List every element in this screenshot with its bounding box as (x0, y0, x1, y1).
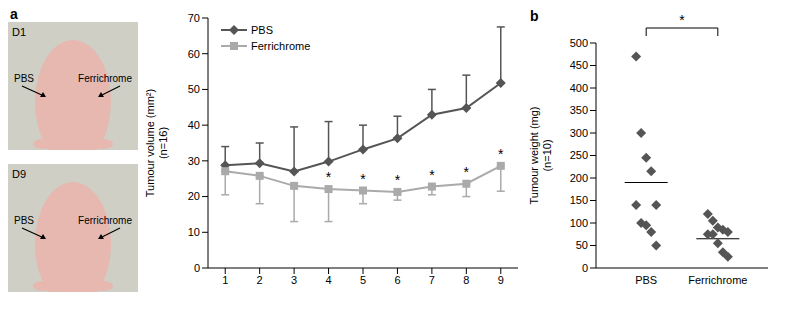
svg-text:D1: D1 (12, 26, 26, 38)
html-text:PBS: PBS (251, 24, 273, 36)
svg-text:6: 6 (394, 274, 400, 286)
svg-text:*: * (326, 169, 332, 185)
svg-text:9: 9 (498, 274, 504, 286)
svg-text:D9: D9 (12, 168, 26, 180)
svg-text:450: 450 (570, 59, 588, 71)
html-text:Ferrichrome: Ferrichrome (251, 40, 311, 52)
svg-text:PBS: PBS (14, 73, 34, 84)
svg-text:2: 2 (257, 274, 263, 286)
svg-text:400: 400 (570, 82, 588, 94)
svg-text:*: * (395, 172, 401, 188)
svg-text:10: 10 (188, 226, 200, 238)
html-text:b: b (530, 8, 539, 24)
svg-text:3: 3 (291, 274, 297, 286)
svg-text:*: * (429, 167, 435, 183)
svg-text:150: 150 (570, 194, 588, 206)
svg-text:250: 250 (570, 149, 588, 161)
svg-text:(n=10): (n=10) (541, 139, 553, 171)
svg-text:*: * (464, 164, 470, 180)
svg-text:200: 200 (570, 172, 588, 184)
svg-text:1: 1 (222, 274, 228, 286)
svg-text:Ferrichrome: Ferrichrome (688, 274, 747, 286)
html-text:a: a (10, 6, 18, 22)
svg-text:8: 8 (463, 274, 469, 286)
svg-text:5: 5 (360, 274, 366, 286)
svg-text:4: 4 (325, 274, 331, 286)
svg-text:50: 50 (188, 83, 200, 95)
svg-text:Ferrichrome: Ferrichrome (78, 215, 132, 226)
svg-text:0: 0 (582, 262, 588, 274)
svg-text:*: * (360, 171, 366, 187)
svg-text:PBS: PBS (635, 274, 657, 286)
svg-text:500: 500 (570, 37, 588, 49)
svg-text:Tumour volume (mm²): Tumour volume (mm²) (144, 89, 156, 197)
svg-text:*: * (498, 146, 504, 162)
svg-text:*: * (679, 12, 685, 28)
svg-text:20: 20 (188, 190, 200, 202)
svg-text:(n=16): (n=16) (157, 127, 169, 159)
svg-text:50: 50 (576, 239, 588, 251)
svg-text:350: 350 (570, 104, 588, 116)
svg-text:7: 7 (429, 274, 435, 286)
svg-text:30: 30 (188, 155, 200, 167)
svg-text:70: 70 (188, 12, 200, 24)
svg-text:0: 0 (194, 262, 200, 274)
svg-text:40: 40 (188, 119, 200, 131)
svg-text:PBS: PBS (14, 215, 34, 226)
svg-text:Tumour weight (mg): Tumour weight (mg) (528, 106, 540, 204)
svg-text:100: 100 (570, 217, 588, 229)
svg-text:Ferrichrome: Ferrichrome (78, 73, 132, 84)
svg-text:60: 60 (188, 48, 200, 60)
svg-text:300: 300 (570, 127, 588, 139)
